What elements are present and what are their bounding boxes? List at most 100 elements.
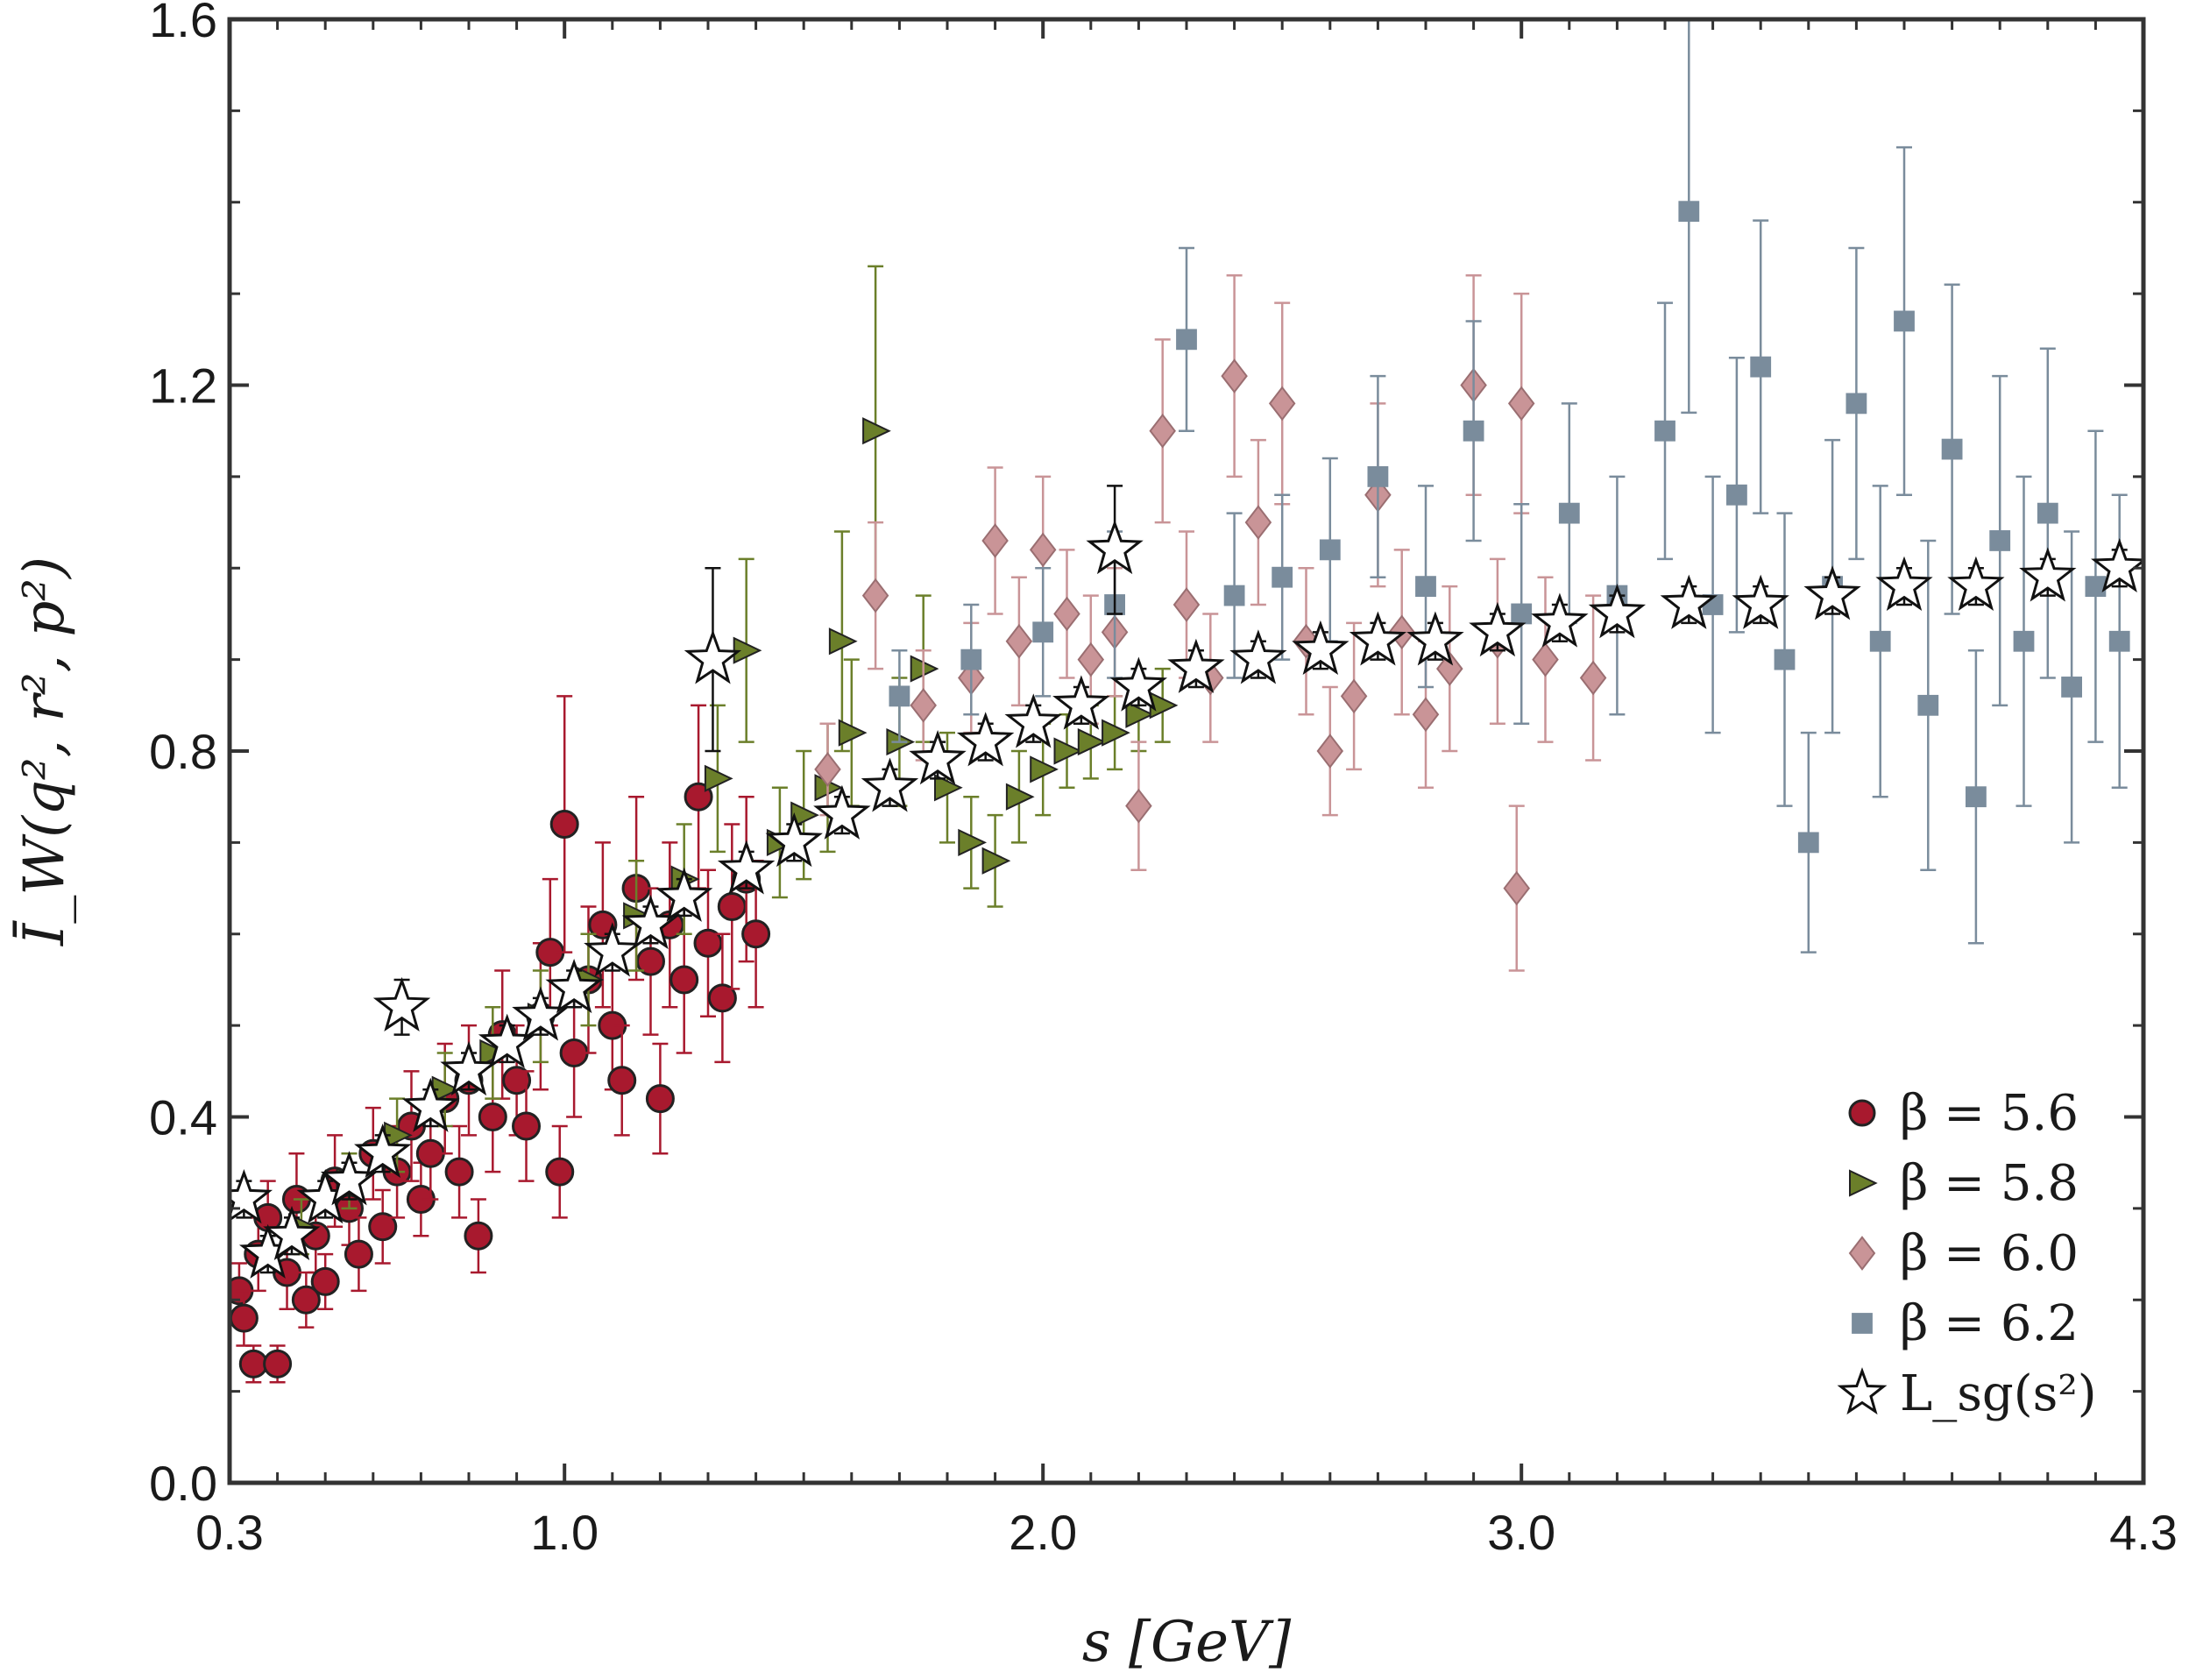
data-point (1005, 783, 1035, 811)
legend: β = 5.6 β = 5.8 β = 6.0 β = 6.2 L_sg(s²) (1837, 1085, 2097, 1422)
data-point (1005, 623, 1033, 659)
data-point (910, 687, 937, 723)
data-point (2019, 547, 2077, 602)
data-point (717, 891, 747, 921)
data-point (1947, 556, 2005, 611)
data-point (1894, 310, 1915, 332)
data-point (790, 801, 819, 829)
data-point (1029, 532, 1057, 568)
data-point (889, 685, 910, 707)
data-point (1109, 656, 1168, 712)
data-point (934, 774, 963, 802)
data-point (862, 417, 891, 445)
legend-entry: β = 5.8 (1849, 1155, 2079, 1212)
data-point (1750, 356, 1772, 378)
data-point (1503, 870, 1531, 906)
data-point (1726, 484, 1747, 506)
legend-marker (1848, 1236, 1876, 1271)
legend-marker (1848, 1099, 1876, 1127)
data-point (1412, 697, 1440, 733)
data-point (1845, 393, 1867, 415)
data-point (368, 1212, 398, 1242)
data-point (545, 1157, 575, 1187)
data-point (1507, 386, 1535, 422)
data-point (1797, 832, 1819, 854)
y-tick-label: 1.6 (149, 0, 217, 47)
data-point (1406, 611, 1464, 666)
data-point (1316, 734, 1344, 769)
data-point (861, 578, 889, 613)
data-point (828, 627, 858, 656)
data-point (1588, 584, 1647, 639)
data-point (717, 840, 776, 895)
data-point (1125, 700, 1155, 728)
legend-label: β = 6.2 (1900, 1295, 2079, 1352)
data-point (372, 976, 431, 1032)
data-point (1004, 693, 1062, 748)
data-point (545, 959, 603, 1014)
data-point (2085, 576, 2107, 598)
data-point (1221, 358, 1248, 393)
data-point (1803, 565, 1861, 620)
data-point (478, 1102, 507, 1131)
data-point (1469, 601, 1527, 657)
data-point (1053, 596, 1080, 632)
x-tick-label: 4.3 (2109, 1505, 2178, 1560)
data-point (444, 1157, 474, 1187)
data-point (1244, 505, 1272, 540)
data-point (1989, 530, 2011, 551)
data-point (607, 1066, 637, 1095)
legend-entry: β = 6.2 (1852, 1295, 2079, 1352)
data-point (1654, 420, 1675, 442)
data-point (1511, 603, 1533, 625)
y-tick-label: 0.8 (149, 724, 217, 779)
data-point (1052, 675, 1110, 730)
data-point (1172, 587, 1201, 622)
data-point (549, 810, 579, 839)
data-point (1340, 678, 1368, 714)
x-tick-label: 2.0 (1009, 1505, 1077, 1560)
data-point (1532, 642, 1559, 677)
data-point (1875, 556, 1933, 611)
data-point (814, 752, 841, 787)
data-point (1869, 630, 1891, 652)
data-point (1367, 465, 1389, 487)
data-point (669, 965, 699, 995)
data-point (2061, 677, 2082, 698)
data-point (1030, 755, 1059, 783)
data-point (1223, 585, 1245, 606)
data-point (512, 1111, 542, 1141)
data-point (1077, 642, 1105, 677)
legend-entry: L_sg(s²) (1837, 1365, 2097, 1422)
data-point (354, 1123, 412, 1179)
data-point (693, 928, 723, 958)
data-point (960, 649, 982, 670)
data-point (704, 764, 733, 792)
data-point (1349, 611, 1407, 666)
data-point (1102, 719, 1130, 747)
data-point (1966, 786, 1987, 808)
data-point (684, 629, 742, 684)
data-point (1268, 386, 1296, 422)
data-point (1774, 649, 1796, 670)
data-point (1176, 329, 1197, 351)
data-point (909, 730, 967, 785)
data-point (1229, 629, 1287, 684)
legend-entry: β = 6.0 (1848, 1225, 2079, 1282)
data-point (2091, 537, 2143, 593)
data-point (238, 1349, 268, 1379)
series-square (889, 19, 2130, 953)
data-point (1415, 576, 1436, 598)
legend-marker (1849, 1169, 1878, 1197)
y-axis-title: Ī_W(q², r², p²) (12, 556, 77, 946)
data-point (263, 1205, 321, 1261)
data-point (655, 867, 713, 922)
data-point (1917, 694, 1939, 716)
legend-label: β = 5.8 (1900, 1155, 2079, 1212)
data-point (1167, 638, 1225, 693)
data-point (956, 712, 1015, 767)
data-point (958, 828, 988, 856)
legend-label: β = 6.0 (1900, 1225, 2079, 1282)
data-point (464, 1221, 493, 1251)
data-point (1053, 737, 1083, 765)
